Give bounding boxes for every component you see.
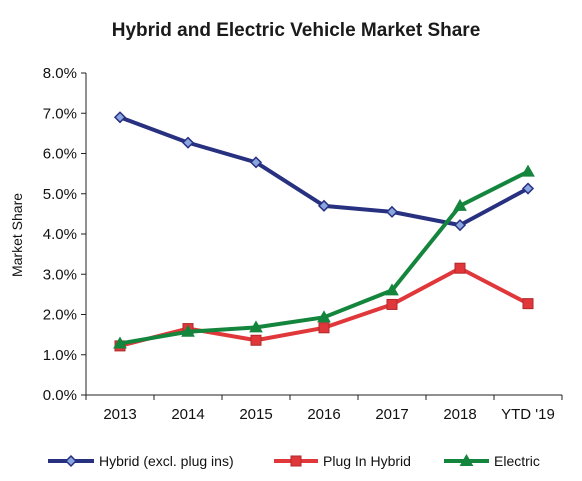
x-tick-label: 2016 — [307, 406, 340, 423]
x-tick-label: 2015 — [239, 406, 272, 423]
x-tick-label: 2018 — [443, 406, 476, 423]
data-point — [385, 283, 399, 296]
y-tick-label: 8.0% — [43, 65, 77, 82]
y-axis-label: Market Share — [9, 193, 25, 277]
series-2 — [114, 262, 534, 352]
x-tick-label: 2014 — [171, 406, 204, 423]
data-point — [181, 324, 195, 337]
data-point — [113, 111, 127, 124]
data-point — [250, 334, 262, 346]
chart-title: Hybrid and Electric Vehicle Market Share — [112, 20, 481, 41]
legend-item: Hybrid (excl. plug ins) — [48, 453, 234, 469]
data-point — [522, 298, 534, 310]
axes: 0.0% 1.0% 2.0% 3.0% 4.0% 5.0% 6.0% 7.0% 8.0% 2013… — [43, 65, 563, 423]
legend-swatch-marker — [64, 454, 78, 468]
y-tick-label: 3.0% — [43, 266, 77, 283]
legend-swatch-marker — [290, 455, 302, 467]
data-point — [249, 320, 263, 333]
y-tick-label: 5.0% — [43, 186, 77, 203]
legend-label: Plug In Hybrid — [323, 453, 411, 469]
data-point — [386, 298, 398, 310]
data-point — [521, 164, 535, 177]
y-tick-label: 0.0% — [43, 387, 77, 404]
x-tick-label: YTD '19 — [501, 406, 555, 423]
data-point — [521, 182, 535, 195]
y-tick-label: 4.0% — [43, 226, 77, 243]
data-point — [385, 205, 399, 218]
data-point — [317, 199, 331, 212]
series-3 — [113, 164, 535, 349]
legend-label: Hybrid (excl. plug ins) — [99, 453, 234, 469]
legend-swatch-marker — [459, 453, 474, 466]
legend: Hybrid (excl. plug ins) Plug In Hybrid Ele… — [48, 453, 540, 469]
data-point — [113, 336, 127, 349]
data-point — [317, 310, 331, 323]
legend-item: Electric — [444, 453, 540, 469]
data-point — [249, 156, 263, 169]
data-point — [453, 219, 467, 232]
data-point — [454, 262, 466, 274]
data-point — [318, 322, 330, 334]
data-point — [453, 198, 467, 211]
series-layer — [113, 111, 535, 352]
data-point — [181, 136, 195, 149]
y-tick-label: 2.0% — [43, 307, 77, 324]
legend-item: Plug In Hybrid — [274, 453, 411, 469]
y-tick-label: 6.0% — [43, 146, 77, 163]
y-tick-label: 1.0% — [43, 347, 77, 364]
x-tick-label: 2017 — [375, 406, 408, 423]
series-1 — [113, 111, 535, 232]
y-tick-label: 7.0% — [43, 105, 77, 122]
x-tick-label: 2013 — [103, 406, 136, 423]
legend-label: Electric — [494, 453, 540, 469]
